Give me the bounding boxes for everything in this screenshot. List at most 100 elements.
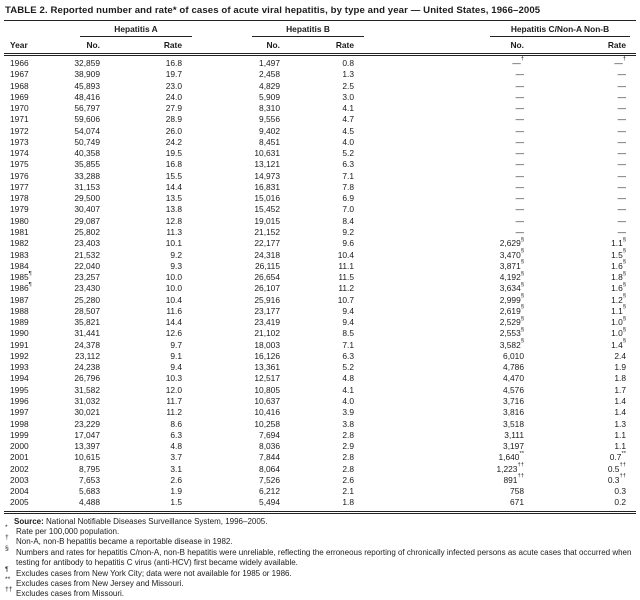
value-cell: 671 [510,497,524,508]
value-cell: 21,532 [74,249,100,260]
value-cell: 22,177 [254,238,280,249]
value-cell: 1.1 [614,429,626,440]
value-cell: 2,458 [259,69,280,80]
value-cell: 12.0 [165,384,182,395]
value-cell: — [617,170,626,181]
value-cell: — [515,91,524,102]
value-cell: 2,529§ [499,315,524,328]
value-cell: 10,637 [254,395,280,406]
table-row: 1996 31,032 11.7 10,637 4.0 3,716 1.4 [4,396,636,407]
value-cell: 3,816 [503,407,524,418]
value-cell: 33,288 [74,170,100,181]
value-cell: 3,716 [503,395,524,406]
table-row: 1995 31,582 12.0 10,805 4.1 4,576 1.7 [4,385,636,396]
value-cell: 21,152 [254,226,280,237]
footnote: ** Excludes cases from New Jersey and Mis… [5,576,184,589]
year-cell: 2003 [10,474,29,485]
value-cell: 4,470 [503,373,524,384]
year-cell: 1974 [10,148,29,159]
value-cell: 3,470§ [499,247,524,260]
value-cell: 16.8 [165,58,182,68]
value-cell: 23,229 [74,418,100,429]
value-cell: 35,821 [74,317,100,328]
year-cell: 1990 [10,328,29,339]
value-cell: 2.4 [614,350,626,361]
value-cell: 31,153 [74,181,100,192]
value-cell: 14.4 [165,317,182,328]
value-cell: — [617,80,626,91]
value-cell: 56,797 [74,103,100,114]
value-cell: — [617,136,626,147]
group-header-hepatitis-a: Hepatitis A [66,21,192,37]
value-cell: 26,107 [254,283,280,294]
table-row: 1993 24,238 9.4 13,361 5.2 4,786 1.9 [4,362,636,373]
value-cell: 8,451 [259,136,280,147]
value-cell: 6,212 [259,486,280,497]
value-cell: — [515,204,524,215]
value-cell: — [515,226,524,237]
value-cell: 26,796 [74,373,100,384]
value-cell: 8.6 [170,418,182,429]
value-cell: 1.6§ [611,281,626,294]
value-cell: — [515,148,524,159]
value-cell: 18,003 [254,339,280,350]
value-cell: — [617,125,626,136]
value-cell: 4,786 [503,362,524,373]
value-cell: 16.8 [165,159,182,170]
value-cell: 21,102 [254,328,280,339]
value-cell: 29,500 [74,193,100,204]
table-row: 1966 32,859 16.8 1,497 0.8 —† —† [4,55,636,70]
table-row: 1990 31,441 12.6 21,102 8.5 2,553§ 1.0§ [4,327,636,339]
value-cell: 9.3 [170,260,182,271]
value-cell: 16,126 [254,350,280,361]
value-cell: 4,576 [503,384,524,395]
value-cell: — [515,69,524,80]
value-cell: 11.6 [166,305,182,316]
value-cell: 32,859 [74,58,100,68]
value-cell: 1,640** [498,450,524,463]
year-cell: 1994 [10,373,29,384]
column-header-a-rate: Rate [110,37,192,56]
value-cell: 10,615 [74,452,100,463]
value-cell: 7.1 [342,170,354,181]
value-cell: 5,683 [79,486,100,497]
value-cell: 9.4 [342,317,354,328]
hepatitis-table: Hepatitis A Hepatitis B Hepatitis C/Non-… [4,21,636,514]
value-cell: — [515,193,524,204]
value-cell: 11.3 [166,226,182,237]
value-cell: — [515,136,524,147]
group-label-hepatitis-b: Hepatitis B [252,24,364,37]
value-cell: 3.1 [170,463,182,474]
value-cell: 14.4 [165,181,182,192]
value-cell: 24,238 [74,362,100,373]
value-cell: 1.3 [614,418,626,429]
table-row: 1994 26,796 10.3 12,517 4.8 4,470 1.8 [4,373,636,384]
value-cell: 12,517 [254,373,280,384]
value-cell: 6.9 [342,193,354,204]
footnote: ¶ Excludes cases from New York City; data… [5,565,292,578]
footnote: § Numbers and rates for hepatitis C/non-A… [5,544,632,568]
table-row: 2001 10,615 3.7 7,844 2.8 1,640** 0.7** [4,450,636,463]
value-cell: 4.7 [342,114,354,125]
table-row: 1971 59,606 28.9 9,556 4.7 — — [4,114,636,125]
value-cell: 0.3†† [607,473,626,485]
value-cell: 2.6 [170,474,182,485]
table-row: 1984 22,040 9.3 26,115 11.1 3,871§ 1.6§ [4,259,636,272]
value-cell: 30,407 [74,204,100,215]
value-cell: 1,497 [259,58,280,68]
value-cell: 29,087 [74,215,100,226]
table-row: 1985¶ 23,257 10.0 26,654 11.5 4,192§ 1.8§ [4,271,636,283]
value-cell: — [617,193,626,204]
value-cell: 48,416 [74,91,100,102]
group-label-hepatitis-c: Hepatitis C/Non-A Non-B [490,24,630,37]
value-cell: 10.4 [337,249,354,260]
value-cell: 1.1§ [611,236,626,249]
footnote: †† Excludes cases from Missouri. [5,586,125,599]
value-cell: 1.6§ [611,259,626,271]
value-cell: 15,452 [254,204,280,215]
value-cell: 9,556 [259,114,280,125]
footnote: * Rate per 100,000 population. [5,524,120,537]
footnote: Source: National Notifiable Diseases Sur… [14,516,268,526]
table-row: 1977 31,153 14.4 16,831 7.8 — — [4,182,636,193]
